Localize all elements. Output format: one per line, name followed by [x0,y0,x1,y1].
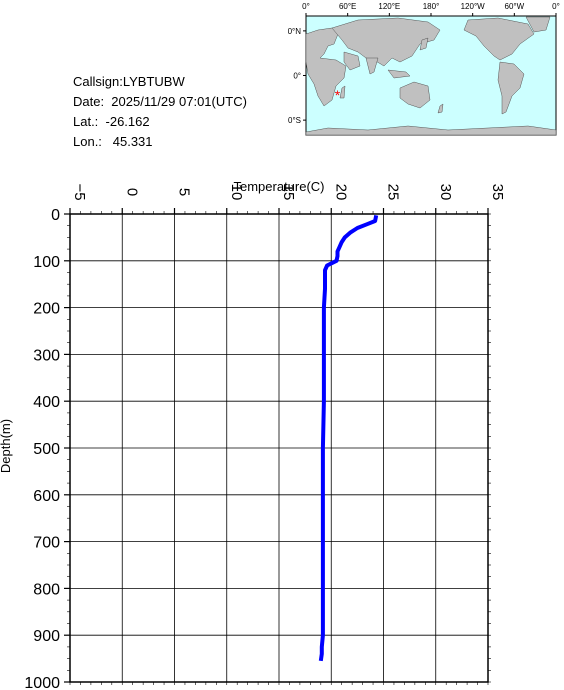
map-latitude-ticks: 60°N 0° 60°S [288,27,306,125]
map-lat-label: 0° [293,72,301,81]
y-tick-label: 800 [33,581,60,598]
y-tick-label: 0 [51,207,60,224]
map-lon-label: 0° [302,2,310,11]
x-tick-label: 20 [332,184,349,201]
map-lon-label: 180° [423,2,440,11]
latitude-label: Lat.: -26.162 [73,114,150,129]
y-tick-label: 900 [33,628,60,645]
y-axis-ticks: 0 100 200 300 400 500 600 700 800 900 1000 [24,207,491,690]
location-marker-icon: * [335,87,341,103]
temperature-profile-line [318,215,379,662]
chart-grid [69,213,489,683]
y-tick-label: 200 [33,301,60,318]
x-tick-label: 25 [385,184,402,201]
x-tick-label: 10 [228,184,245,201]
y-tick-label: 500 [33,441,60,458]
map-land [305,16,557,136]
y-tick-label: 400 [33,394,60,411]
map-lon-label: 120°E [378,2,400,11]
map-lon-label: 120°W [461,2,486,11]
x-tick-label: 0 [123,188,140,196]
map-lat-label: 60°N [288,27,301,36]
y-tick-label: 700 [33,535,60,552]
map-lon-label: 60°E [339,2,356,11]
y-tick-label: 300 [33,347,60,364]
y-tick-label: 100 [33,254,60,271]
map-lon-label: 60°W [505,2,525,11]
longitude-label: Lon.: 45.331 [73,134,153,149]
x-tick-label: 35 [489,184,506,201]
x-axis-ticks: −5 0 5 10 15 20 25 30 35 [69,183,506,685]
x-tick-label: 30 [437,184,454,201]
y-tick-label: 600 [33,488,60,505]
float-info: Callsign:LYBTUBW Date: 2025/11/29 07:01(… [73,72,247,152]
y-axis-label: Depth(m) [0,419,13,473]
x-axis-label: Temperature(C) [233,179,324,194]
x-tick-label: 5 [176,188,193,196]
map-longitude-ticks: 0° 60°E 120°E 180° 120°W 60°W 0° [302,2,560,16]
map-lat-label: 60°S [288,116,301,125]
temperature-depth-profile: Temperature(C) Depth(m) −5 0 5 10 15 20 25 30 35… [0,179,506,690]
date-label: Date: 2025/11/29 07:01(UTC) [73,94,247,109]
y-tick-label: 1000 [24,675,60,690]
x-tick-label: 15 [280,184,297,201]
map-lon-label: 0° [552,2,560,11]
world-location-map: 0° 60°E 120°E 180° 120°W 60°W 0° 60°N 0° 60°S * [288,2,560,136]
x-tick-label: −5 [71,183,88,200]
callsign-label: Callsign:LYBTUBW [73,74,185,89]
